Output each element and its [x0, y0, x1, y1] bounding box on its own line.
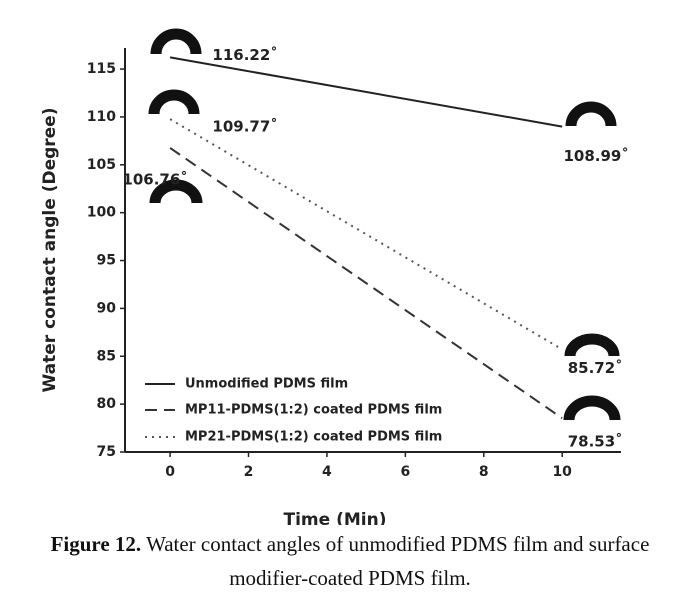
data-label: 109.77˚ [212, 118, 277, 136]
y-tick-label: 110 [87, 109, 116, 125]
y-tick-label: 90 [97, 300, 117, 316]
x-tick-label: 6 [400, 464, 410, 480]
data-label: 108.99˚ [563, 147, 628, 165]
y-tick-label: 75 [97, 444, 116, 460]
data-label: 106.76˚ [122, 170, 187, 188]
droplet-icon [563, 395, 621, 421]
x-tick-label: 2 [244, 464, 254, 480]
y-tick-label: 80 [97, 396, 117, 412]
y-tick-label: 105 [87, 157, 116, 173]
line [169, 147, 563, 420]
legend-label: Unmodified PDMS film [185, 377, 348, 392]
droplet-icon [150, 28, 202, 55]
droplet-icon [565, 101, 617, 127]
line [169, 56, 563, 128]
y-tick-label: 115 [87, 61, 116, 77]
caption-text: Water contact angles of unmodified PDMS … [146, 532, 650, 590]
x-tick-label: 10 [552, 464, 572, 480]
data-label: 85.72˚ [568, 359, 623, 377]
data-label: 78.53˚ [568, 433, 623, 451]
droplet-icon [148, 89, 200, 115]
y-tick-label: 100 [87, 205, 116, 221]
y-tick-label: 95 [97, 253, 116, 269]
caption-label: Figure 12. [50, 532, 142, 556]
x-tick-label: 4 [322, 464, 332, 480]
legend-label: MP21-PDMS(1:2) coated PDMS film [185, 430, 442, 445]
x-tick-label: 0 [165, 464, 175, 480]
y-tick-label: 85 [97, 348, 116, 364]
droplet-icon [564, 333, 620, 357]
droplet-icon [149, 179, 203, 204]
data-label: 116.22˚ [212, 46, 277, 64]
legend-label: MP11-PDMS(1:2) coated PDMS film [185, 403, 442, 418]
y-axis-label: Water contact angle (Degree) [40, 108, 60, 393]
caption: Figure 12. Water contact angles of unmod… [20, 527, 680, 595]
x-axis-label: Time (Min) [284, 510, 387, 525]
droplets [148, 28, 621, 421]
line [169, 118, 563, 351]
chart: Time (Min) Water contact angle (Degree) … [40, 28, 629, 530]
x-tick-label: 8 [479, 464, 489, 480]
